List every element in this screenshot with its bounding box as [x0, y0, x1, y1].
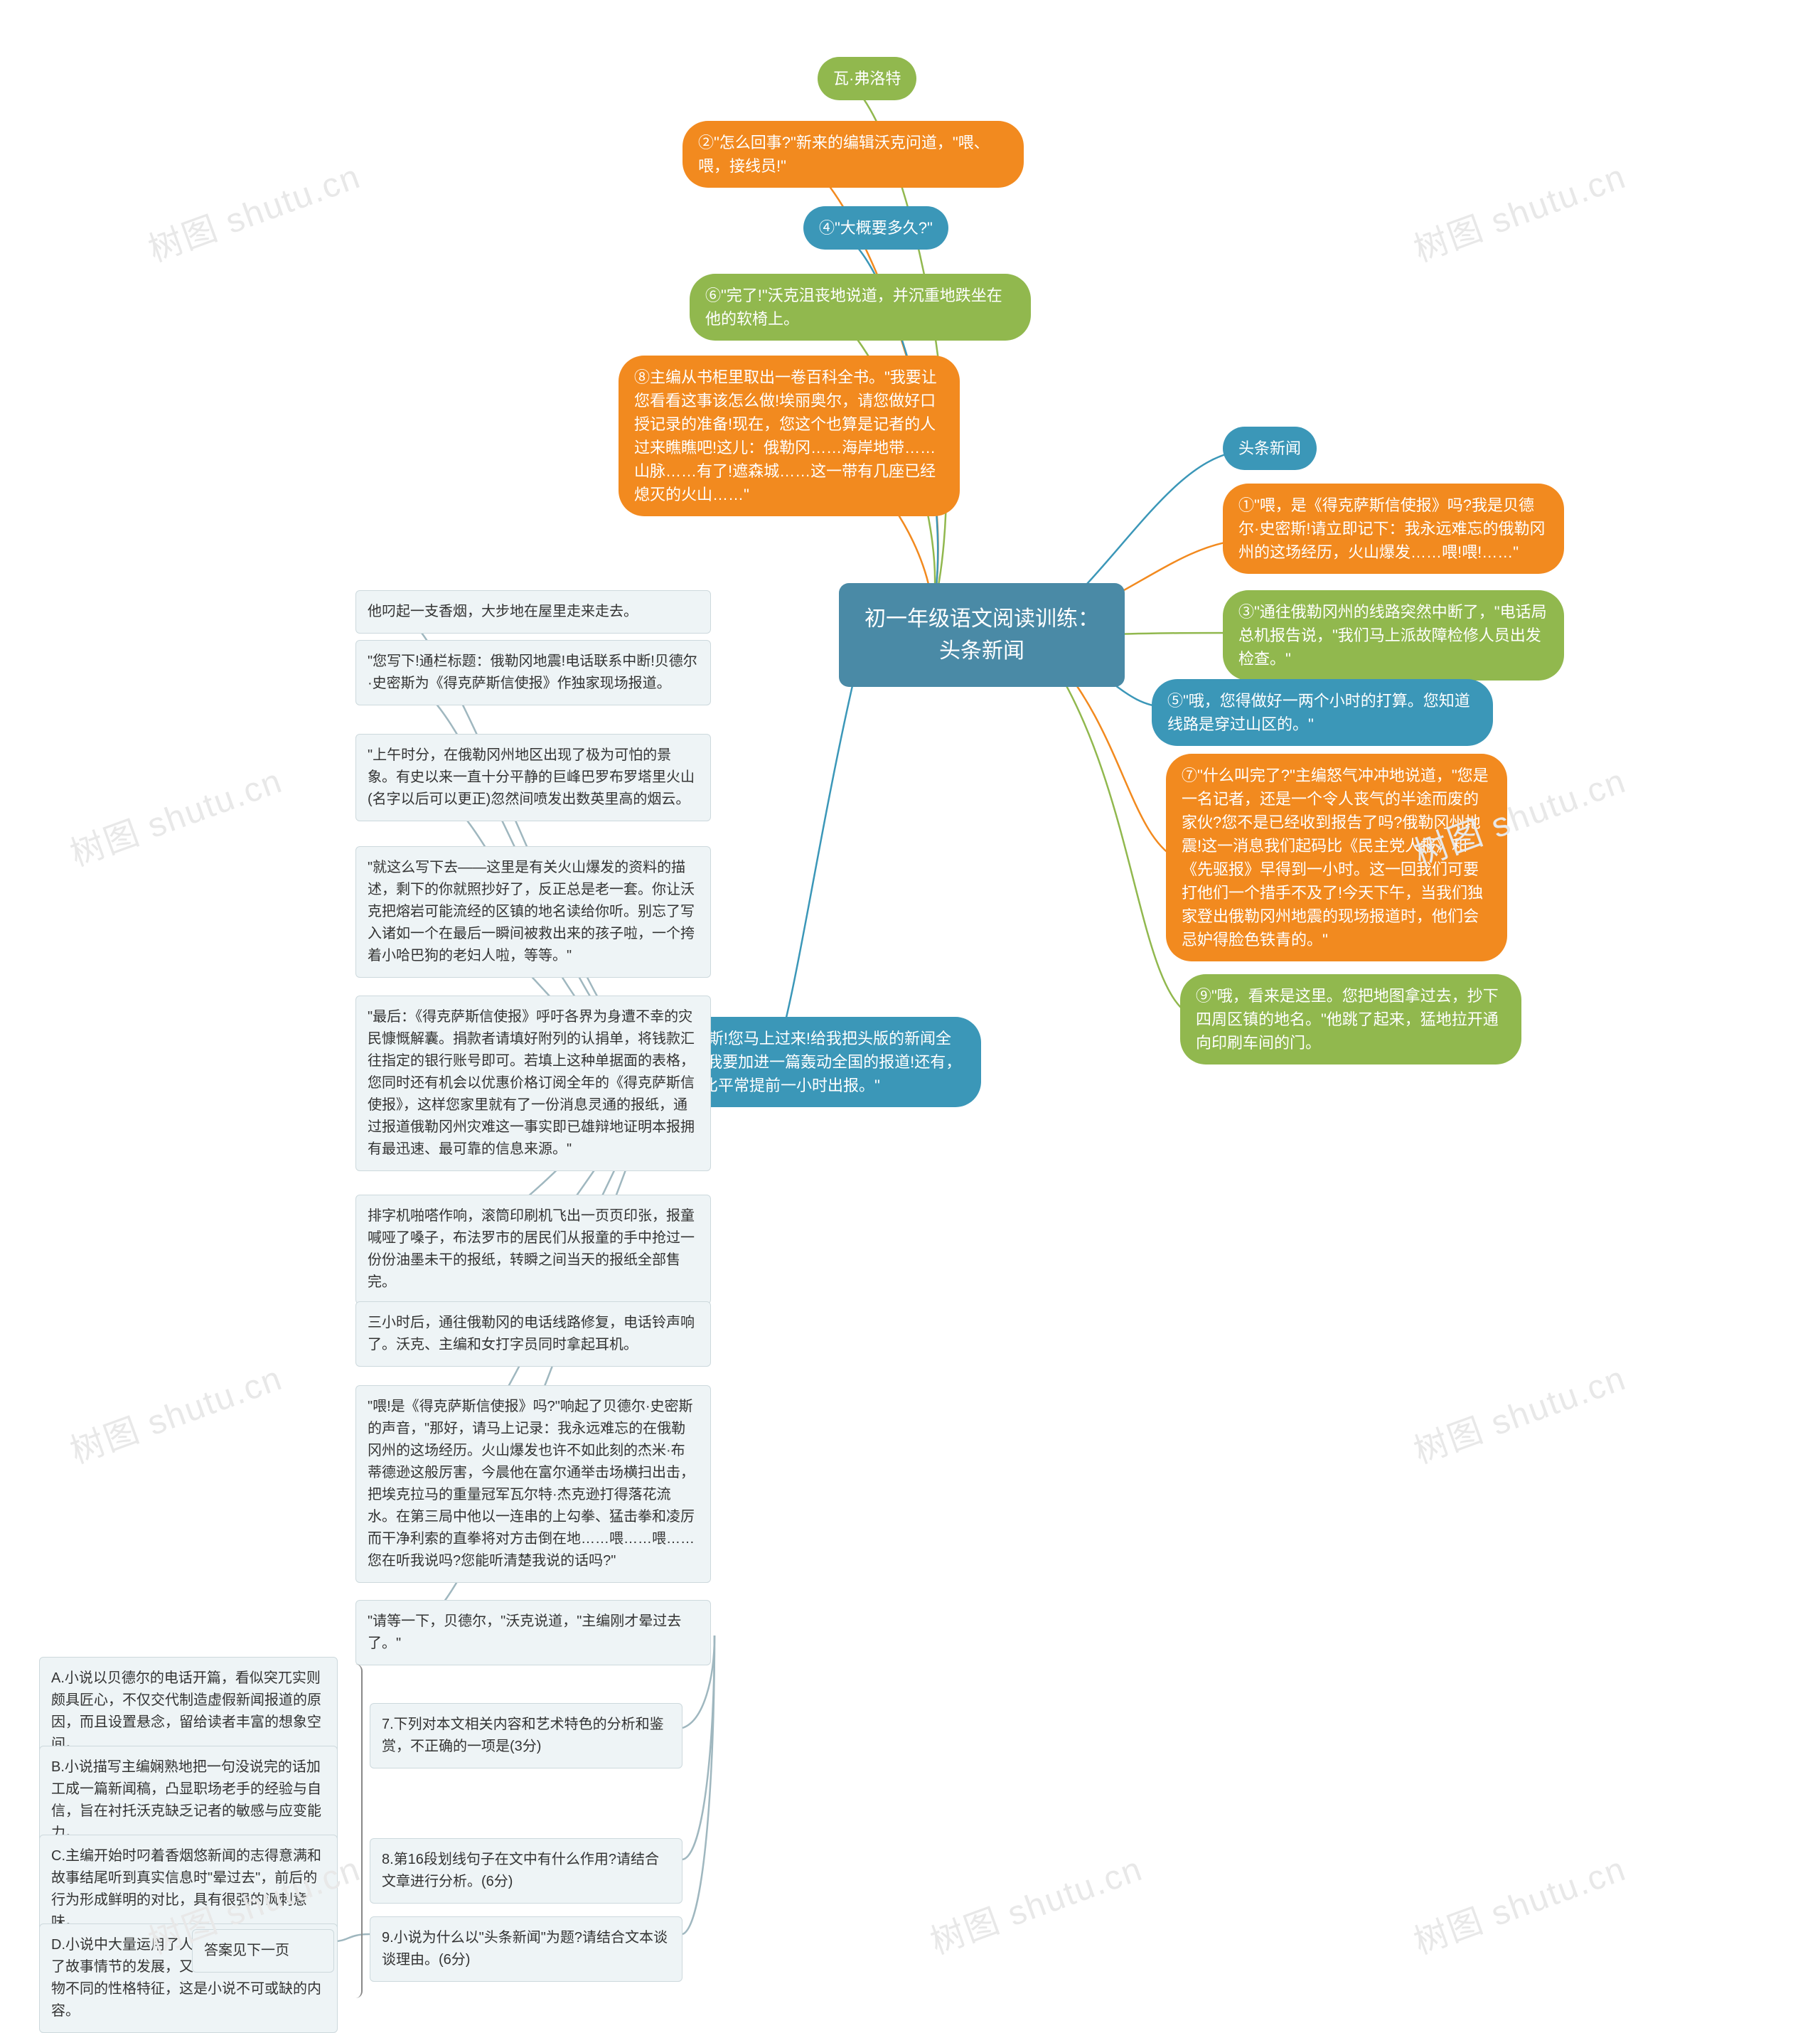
mindmap-node: ①"喂，是《得克萨斯信使报》吗?我是贝德尔·史密斯!请立即记下：我永远难忘的俄勒…: [1223, 484, 1564, 574]
watermark: 树图 shutu.cn: [1406, 149, 1632, 272]
text-box: 7.下列对本文相关内容和艺术特色的分析和鉴赏，不正确的一项是(3分): [370, 1703, 682, 1768]
text-box: 三小时后，通往俄勒冈的电话线路修复，电话铃声响了。沃克、主编和女打字员同时拿起耳…: [355, 1301, 711, 1367]
edge: [682, 1636, 714, 1859]
mindmap-node: ⑤"哦，您得做好一两个小时的打算。您知道线路是穿过山区的。": [1152, 679, 1493, 746]
text-box: "上午时分，在俄勒冈州地区出现了极为可怕的景象。有史以来一直十分平静的巨峰巴罗布…: [355, 734, 711, 821]
text-box: 8.第16段划线句子在文中有什么作用?请结合文章进行分析。(6分): [370, 1838, 682, 1904]
mindmap-node: ⑨"哦，看来是这里。您把地图拿过去，抄下四周区镇的地名。"他跳了起来，猛地拉开通…: [1180, 974, 1521, 1064]
watermark: 树图 shutu.cn: [922, 1841, 1148, 1964]
watermark: 树图 shutu.cn: [1406, 1350, 1632, 1473]
watermark: 树图 shutu.cn: [62, 753, 288, 876]
text-box: "请等一下，贝德尔，"沃克说道，"主编刚才晕过去了。": [355, 1600, 711, 1665]
watermark: 树图 shutu.cn: [1406, 1841, 1632, 1964]
watermark: 树图 shutu.cn: [62, 1350, 288, 1473]
text-box: "喂!是《得克萨斯信使报》吗?"响起了贝德尔·史密斯的声音，"那好，请马上记录：…: [355, 1385, 711, 1583]
mindmap-node: 头条新闻: [1223, 427, 1317, 470]
text-box: 排字机啪嗒作响，滚筒印刷机飞出一页页印张，报童喊哑了嗓子，布法罗市的居民们从报童…: [355, 1195, 711, 1304]
bracket: [341, 1664, 363, 1998]
text-box: 他叼起一支香烟，大步地在屋里走来走去。: [355, 590, 711, 634]
mindmap-node: ⑥"完了!"沃克沮丧地说道，并沉重地跌坐在他的软椅上。: [690, 274, 1031, 341]
mindmap-node: ③"通往俄勒冈州的线路突然中断了，"电话局总机报告说，"我们马上派故障检修人员出…: [1223, 590, 1564, 681]
center-node: 初一年级语文阅读训练：头条新闻: [839, 583, 1125, 687]
text-box: 答案见下一页: [192, 1929, 334, 1973]
text-box: "最后：《得克萨斯信使报》呼吁各界为身遭不幸的灾民慷慨解囊。捐款者请填好附列的认…: [355, 996, 711, 1171]
text-box: 9.小说为什么以"头条新闻"为题?请结合文本谈谈理由。(6分): [370, 1916, 682, 1982]
edge: [682, 1636, 714, 1934]
text-box: "就这么写下去——这里是有关火山爆发的资料的描述，剩下的你就照抄好了，反正总是老…: [355, 846, 711, 978]
text-box: "您写下!通栏标题：俄勒冈地震!电话联系中断!贝德尔·史密斯为《得克萨斯信使报》…: [355, 640, 711, 705]
watermark: 树图 shutu.cn: [140, 149, 366, 272]
edge: [775, 683, 853, 1060]
mindmap-node: ④"大概要多久?": [803, 206, 948, 250]
mindmap-node: ②"怎么回事?"新来的编辑沃克问道，"喂、喂，接线员!": [682, 121, 1024, 188]
mindmap-node: ⑦"什么叫完了?"主编怒气冲冲地说道，"您是一名记者，还是一个令人丧气的半途而废…: [1166, 754, 1507, 961]
mindmap-node: ⑧主编从书柜里取出一卷百科全书。"我要让您看看这事该怎么做!埃丽奥尔，请您做好口…: [619, 356, 960, 516]
mindmap-node: 瓦·弗洛特: [818, 57, 916, 100]
